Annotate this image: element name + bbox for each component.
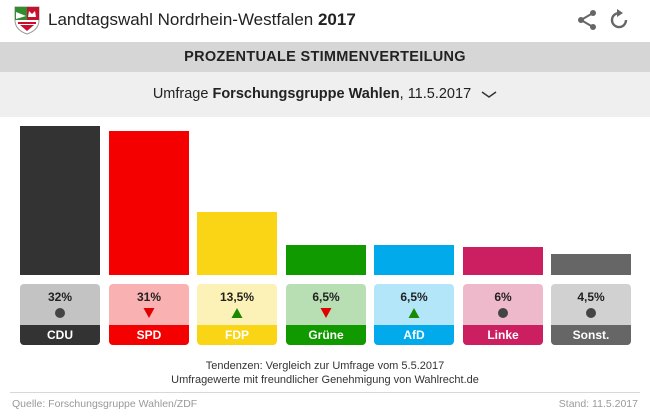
value-label: 32% xyxy=(47,290,73,304)
trend-note: Tendenzen: Vergleich zur Umfrage vom 5.5… xyxy=(205,360,445,372)
trend-up-icon xyxy=(231,308,243,318)
party-label: CDU xyxy=(20,325,100,345)
trend-neutral-icon xyxy=(586,308,596,318)
bar-5 xyxy=(463,247,543,275)
party-label: AfD xyxy=(374,325,454,345)
party-card: 6% Linke xyxy=(463,284,543,345)
value-label: 4,5% xyxy=(577,290,605,304)
party-label: Grüne xyxy=(286,325,366,345)
party-label: FDP xyxy=(197,325,277,345)
party-card: 6,5% Grüne xyxy=(286,284,366,345)
trend-down-icon xyxy=(320,308,332,318)
poll-date: , 11.5.2017 xyxy=(399,86,472,102)
trend-down-icon xyxy=(143,308,155,318)
chevron-down-icon[interactable] xyxy=(481,89,497,99)
party-card: 31% SPD xyxy=(109,284,189,345)
share-icon[interactable] xyxy=(576,9,598,31)
bar-3 xyxy=(286,245,366,275)
party-label: Sonst. xyxy=(551,325,631,345)
election-year: 2017 xyxy=(317,10,356,29)
bar-0 xyxy=(20,126,100,275)
bar-2 xyxy=(197,212,277,275)
trend-neutral-icon xyxy=(498,308,508,318)
party-label: Linke xyxy=(463,325,543,345)
party-card: 4,5% Sonst. xyxy=(551,284,631,345)
party-label: SPD xyxy=(109,325,189,345)
section-heading: PROZENTUALE STIMMENVERTEILUNG xyxy=(0,42,650,72)
bar-4 xyxy=(374,245,454,275)
value-label: 6% xyxy=(494,290,512,304)
poll-selector-prefix: Umfrage xyxy=(152,86,209,102)
party-card: 6,5% AfD xyxy=(374,284,454,345)
trend-neutral-icon xyxy=(55,308,65,318)
permission-note: Umfragewerte mit freundlicher Genehmigun… xyxy=(171,374,479,386)
bar-6 xyxy=(551,254,631,275)
value-label: 31% xyxy=(136,290,162,304)
party-card: 32% CDU xyxy=(20,284,100,345)
bar-1 xyxy=(109,131,189,275)
nrw-coat-of-arms-icon xyxy=(14,6,40,35)
value-label: 6,5% xyxy=(400,290,428,304)
source-note: Quelle: Forschungsgruppe Wahlen/ZDF xyxy=(12,398,198,410)
refresh-icon[interactable] xyxy=(607,8,631,32)
divider xyxy=(10,392,640,393)
stand-date: Stand: 11.5.2017 xyxy=(558,398,638,410)
poll-selector[interactable]: Umfrage Forschungsgruppe Wahlen, 11.5.20… xyxy=(0,72,650,117)
value-label: 13,5% xyxy=(219,290,255,304)
poll-institute: Forschungsgruppe Wahlen xyxy=(212,86,400,102)
value-label: 6,5% xyxy=(312,290,340,304)
party-card: 13,5% FDP xyxy=(197,284,277,345)
trend-up-icon xyxy=(408,308,420,318)
page-title: Landtagswahl Nordrhein-Westfalen 2017 xyxy=(48,10,356,29)
header: Landtagswahl Nordrhein-Westfalen 2017 xyxy=(0,0,650,42)
